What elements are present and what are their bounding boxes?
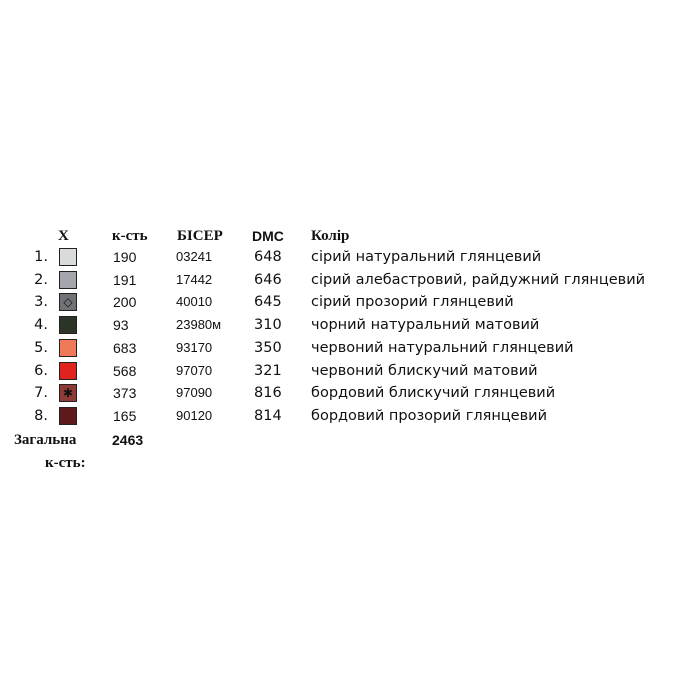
row-index: 6.: [34, 362, 48, 379]
swatch: [59, 248, 77, 266]
quantity: 373: [113, 385, 137, 402]
bead-code: 90120: [176, 407, 213, 423]
swatch: ◇: [59, 293, 77, 312]
quantity: 93: [113, 317, 129, 334]
swatch: [59, 270, 77, 289]
quantity: 683: [113, 339, 137, 356]
color-name: бордовий блискучий глянцевий: [311, 385, 556, 402]
dmc: 814: [254, 407, 282, 424]
quantity: 200: [113, 294, 137, 311]
dmc: 350: [254, 339, 282, 356]
header-symbol: X: [58, 228, 69, 244]
header-quantity: к-сть: [112, 228, 148, 244]
row-index: 2.: [34, 271, 48, 288]
quantity: 165: [113, 407, 137, 424]
row-index: 3.: [34, 294, 48, 311]
header-dmc: DMC: [252, 228, 284, 244]
quantity: 568: [113, 362, 137, 379]
swatch: [59, 316, 77, 335]
color-name: сірий прозорий глянцевий: [311, 294, 514, 311]
dmc: 645: [254, 294, 282, 311]
bead-code: 97090: [176, 385, 213, 401]
bead-code: 97070: [176, 362, 213, 378]
bead-code: 17442: [176, 271, 213, 287]
swatch: ✱: [59, 384, 77, 403]
row-index: 1.: [34, 249, 48, 265]
quantity: 190: [113, 249, 137, 265]
header-color: Колір: [311, 228, 350, 244]
row-index: 8.: [34, 407, 48, 424]
color-name: червоний натуральний глянцевий: [311, 339, 574, 356]
total-label: к-сть:: [45, 455, 86, 471]
header-beads: БІСЕР: [177, 228, 223, 244]
color-name: сірий натуральний глянцевий: [311, 249, 542, 265]
bead-code: 03241: [176, 249, 213, 264]
bead-code: 40010: [176, 294, 213, 310]
swatch: [59, 406, 77, 425]
bead-code: 23980м: [176, 317, 222, 333]
row-index: 7.: [34, 385, 48, 402]
total-label: Загальна: [14, 432, 77, 448]
dmc: 648: [254, 249, 282, 265]
color-name: чорний натуральний матовий: [311, 317, 540, 334]
color-name: бордовий прозорий глянцевий: [311, 407, 547, 424]
row-index: 5.: [34, 339, 48, 356]
color-name: червоний блискучий матовий: [311, 362, 538, 379]
swatch: [59, 338, 77, 357]
row-index: 4.: [34, 317, 48, 334]
total-value: 2463: [112, 432, 144, 448]
swatch: [59, 361, 77, 380]
dmc: 646: [254, 271, 282, 288]
bead-code: 93170: [176, 339, 213, 355]
dmc: 310: [254, 317, 282, 334]
dmc: 321: [254, 362, 282, 379]
dmc: 816: [254, 385, 282, 402]
color-name: сірий алебастровий, райдужний глянцевий: [311, 271, 646, 288]
quantity: 191: [113, 271, 137, 288]
